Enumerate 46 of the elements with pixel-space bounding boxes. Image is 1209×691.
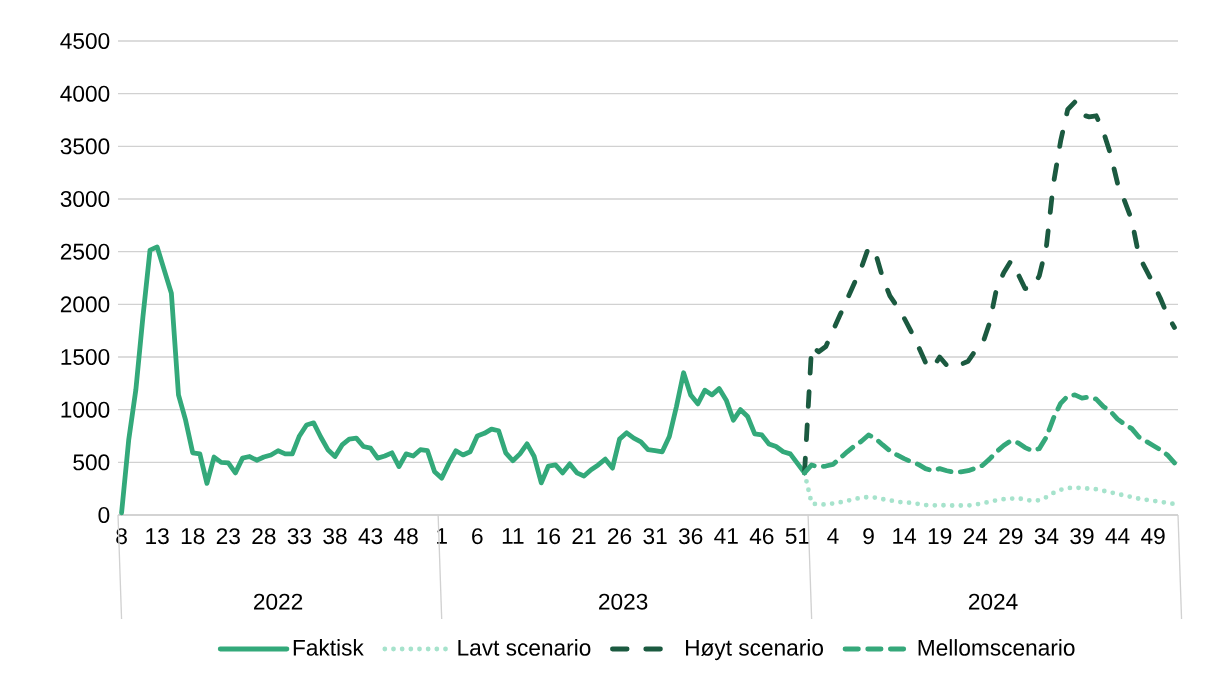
x-tick-label: 33 — [287, 528, 312, 545]
x-tick-label: 18 — [181, 528, 205, 545]
x-tick-label: 9 — [863, 528, 874, 545]
legend-label: Høyt scenario — [686, 639, 823, 661]
x-tick-label: 44 — [1105, 528, 1130, 544]
y-tick-label: 4500 — [60, 32, 110, 50]
legend-label: Mellomscenario — [918, 639, 1075, 656]
x-tick-label: 36 — [678, 528, 703, 545]
x-tick-label: 1 — [437, 528, 447, 544]
y-tick-label: 2000 — [60, 296, 110, 313]
x-tick-label: 21 — [572, 528, 596, 544]
y-tick-label: 1000 — [61, 401, 110, 418]
legend-label: Faktisk — [293, 639, 364, 656]
x-tick-label: 34 — [1034, 528, 1059, 545]
x-tick-label: 23 — [216, 528, 240, 545]
y-tick-label: 3000 — [60, 190, 110, 208]
x-tick-label: 28 — [252, 528, 276, 545]
x-tick-label: 38 — [323, 528, 347, 545]
x-tick-label: 19 — [928, 528, 952, 545]
text: 2022 — [254, 593, 303, 610]
x-tick-label: 39 — [1070, 528, 1094, 545]
x-tick-label: 26 — [608, 528, 632, 545]
x-tick-label: 13 — [146, 528, 169, 545]
y-tick-label: 1500 — [61, 348, 110, 366]
x-tick-label: 29 — [999, 528, 1023, 545]
x-tick-label: 24 — [963, 528, 988, 544]
y-tick-label: 3500 — [60, 138, 110, 155]
x-tick-label: 41 — [714, 528, 738, 544]
x-tick-label: 49 — [1141, 528, 1165, 545]
y-tick-label: 2500 — [60, 243, 110, 260]
x-tick-label: 16 — [537, 528, 561, 545]
y-tick-label: 4000 — [60, 85, 110, 102]
text: 2024 — [968, 593, 1018, 610]
x-tick-label: 51 — [785, 528, 809, 544]
x-tick-label: 6 — [472, 528, 483, 545]
x-tick-label: 11 — [502, 528, 524, 544]
y-tick-label: 0 — [98, 506, 110, 524]
x-tick-label: 46 — [749, 528, 774, 545]
legend-label: Lavt scenario — [458, 639, 591, 656]
x-tick-label: 4 — [827, 528, 839, 544]
x-tick-label: 31 — [643, 528, 667, 545]
x-tick-label: 48 — [394, 528, 418, 545]
y-tick-label: 500 — [73, 454, 110, 471]
x-tick-label: 14 — [893, 528, 917, 544]
text: 2023 — [599, 593, 648, 610]
x-tick-label: 43 — [358, 528, 383, 545]
